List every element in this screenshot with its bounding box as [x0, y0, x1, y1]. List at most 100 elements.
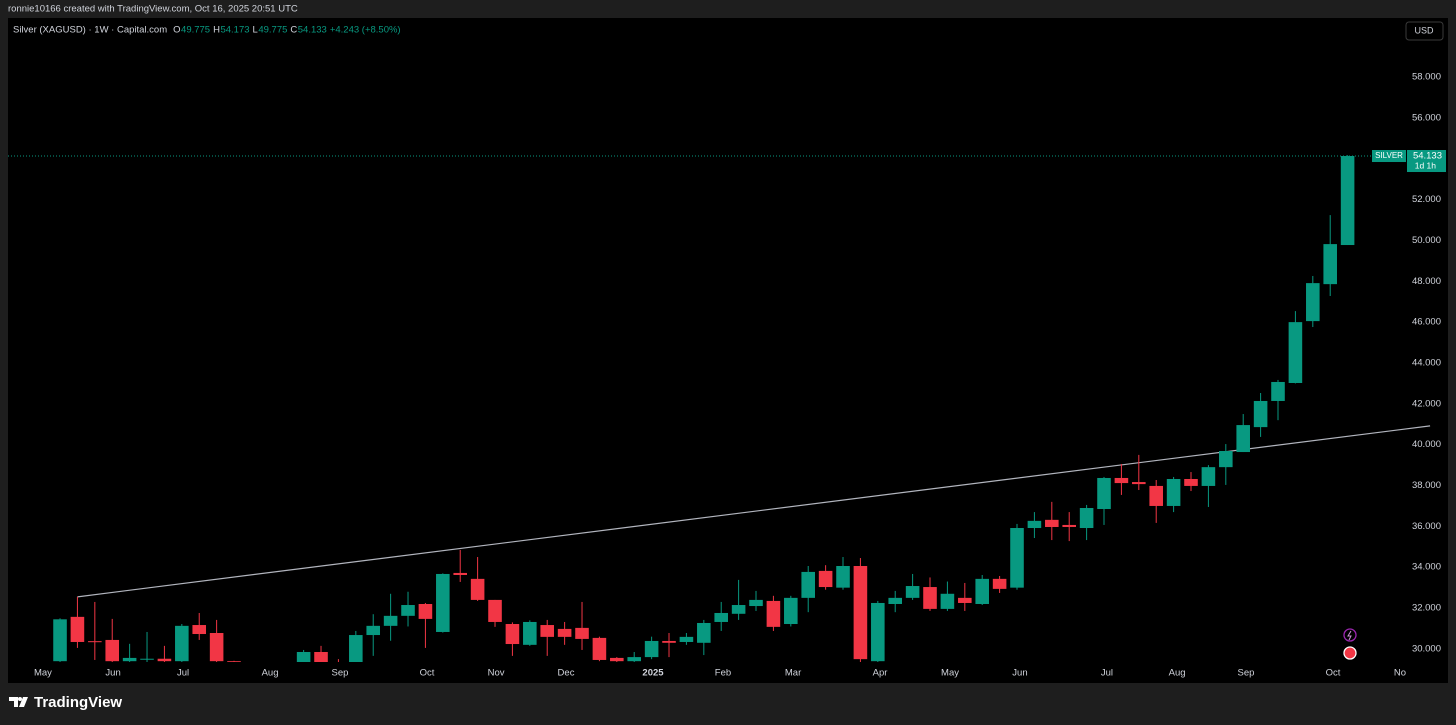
candle-body — [53, 619, 67, 662]
x-tick-label: Jul — [177, 668, 189, 679]
candle-body — [314, 651, 328, 662]
legend-value: 54.173 — [220, 25, 249, 36]
price-tag-bg — [1407, 150, 1446, 173]
candle-body — [1114, 477, 1129, 484]
candle-body — [70, 616, 85, 642]
logo-mark — [9, 697, 28, 707]
candle-body — [1340, 156, 1355, 246]
candle-body — [905, 586, 920, 598]
candle-body — [436, 573, 450, 632]
logo-dot — [18, 697, 22, 701]
y-tick-label: 56.000 — [1412, 112, 1441, 123]
candle-body — [923, 587, 937, 609]
candle-body — [88, 641, 102, 643]
candle-body — [1166, 478, 1181, 506]
x-tick-label: Nov — [488, 668, 505, 679]
candle-body — [1288, 322, 1303, 383]
candle-body — [505, 624, 520, 645]
candle-body — [192, 625, 207, 635]
candle-body — [1045, 519, 1059, 527]
legend-key: L — [253, 25, 258, 36]
candle-body — [871, 602, 885, 662]
currency-button[interactable] — [1405, 21, 1444, 41]
flash-icon — [1343, 628, 1357, 642]
x-tick-label: Aug — [262, 668, 279, 679]
y-tick-label: 44.000 — [1412, 357, 1441, 368]
candle-body — [1271, 381, 1285, 401]
candle-body — [349, 635, 363, 662]
x-tick-label: Feb — [715, 668, 731, 679]
x-tick-label: Jun — [105, 668, 120, 679]
footer-logo — [9, 697, 28, 707]
y-tick-label: 46.000 — [1412, 317, 1441, 328]
candle-body — [853, 566, 868, 660]
x-tick-label: Oct — [1326, 668, 1341, 679]
candle-body — [610, 657, 624, 662]
candle-body — [958, 597, 972, 603]
candle-body — [766, 600, 781, 627]
candle-body — [888, 597, 902, 604]
candle-body — [557, 628, 572, 637]
candle-body — [296, 651, 311, 662]
flash-glyph — [1347, 630, 1352, 641]
candle-body — [1132, 482, 1146, 485]
candle-body — [801, 571, 815, 598]
x-tick-label: Sep — [1238, 668, 1255, 679]
candle-body — [1323, 244, 1337, 285]
x-tick-label: Sep — [332, 668, 349, 679]
candles — [53, 155, 1355, 662]
candle-body — [575, 627, 589, 639]
x-tick-label: May — [941, 668, 959, 679]
candle-body — [122, 657, 137, 662]
candle-body — [488, 599, 502, 622]
candle-body — [1062, 524, 1076, 527]
currency-label: USD — [1414, 25, 1434, 35]
candle-body — [662, 640, 676, 643]
y-tick-label: 40.000 — [1412, 439, 1441, 450]
candle-body — [836, 566, 850, 588]
flag-icon — [1343, 646, 1357, 660]
candle-body — [523, 621, 537, 645]
y-tick-label: 50.000 — [1412, 235, 1441, 246]
candle-body — [418, 603, 433, 619]
x-tick-label: Aug — [1169, 668, 1186, 679]
candle-body — [992, 578, 1007, 589]
y-tick-label: 58.000 — [1412, 72, 1441, 83]
candle-body — [644, 640, 659, 658]
x-tick-label: 2025 — [642, 668, 664, 679]
x-tick-label: Jul — [1101, 668, 1113, 679]
y-tick-label: 48.000 — [1412, 276, 1441, 287]
x-tick-label: Dec — [558, 668, 575, 679]
candle-body — [940, 593, 955, 609]
legend-key: O — [173, 25, 180, 36]
x-tick-label: No — [1394, 668, 1406, 679]
candle-body — [679, 636, 694, 642]
candle-body — [697, 622, 711, 643]
y-tick-label: 34.000 — [1412, 562, 1441, 573]
candle-body — [1236, 425, 1250, 453]
y-tick-label: 30.000 — [1412, 643, 1441, 654]
candle-body — [714, 612, 728, 622]
x-tick-label: Apr — [873, 668, 888, 679]
candle-body — [749, 599, 763, 607]
legend-value: 54.133 — [298, 25, 327, 36]
legend-key: C — [290, 25, 297, 36]
y-tick-label: 42.000 — [1412, 398, 1441, 409]
candle-body — [209, 632, 224, 662]
candle-body — [1201, 467, 1216, 486]
series-tag-bg — [1372, 150, 1406, 163]
candle-body — [818, 570, 833, 588]
candle-body — [1219, 451, 1233, 468]
price-countdown: 1d 1h — [1415, 160, 1437, 170]
trendline-group — [77, 425, 1431, 598]
candle-body — [401, 605, 415, 616]
trendline — [77, 425, 1431, 598]
candle-body — [157, 658, 172, 662]
y-tick-label: 36.000 — [1412, 521, 1441, 532]
x-tick-label: May — [34, 668, 52, 679]
x-tick-label: Oct — [420, 668, 435, 679]
candle-body — [175, 625, 189, 662]
candle-body — [784, 597, 798, 625]
candle-body — [1097, 477, 1111, 510]
